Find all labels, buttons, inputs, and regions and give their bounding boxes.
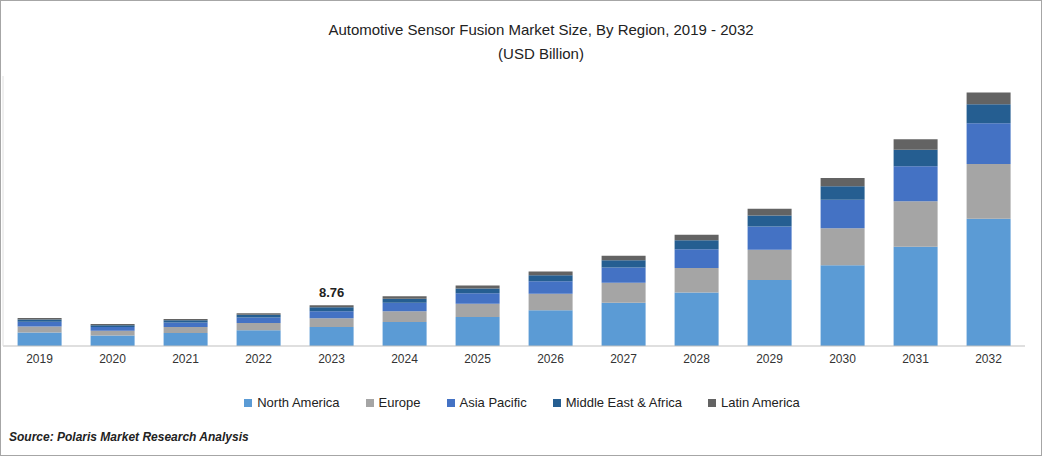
svg-text:2031: 2031 — [902, 352, 929, 366]
svg-text:2019: 2019 — [26, 352, 53, 366]
svg-text:2028: 2028 — [683, 352, 710, 366]
svg-text:2021: 2021 — [172, 352, 199, 366]
html-text:North America: North America — [257, 395, 340, 410]
svg-text:2029: 2029 — [756, 352, 783, 366]
html-text:Asia Pacific: Asia Pacific — [459, 395, 527, 410]
svg-text:2023: 2023 — [318, 352, 345, 366]
svg-text:2027: 2027 — [610, 352, 637, 366]
html-text:Automotive Sensor Fusion Marke: Automotive Sensor Fusion Market Size, By… — [328, 21, 754, 38]
svg-text:8.76: 8.76 — [319, 285, 344, 300]
svg-text:2025: 2025 — [464, 352, 491, 366]
html-text:Latin America: Latin America — [721, 395, 800, 410]
html-text:Source: Polaris Market Researc: Source: Polaris Market Research Analysis — [9, 430, 249, 444]
svg-text:2030: 2030 — [829, 352, 856, 366]
svg-text:2020: 2020 — [99, 352, 126, 366]
svg-text:2022: 2022 — [245, 352, 272, 366]
html-text:Europe: Europe — [378, 395, 421, 410]
html-text:Middle East & Africa: Middle East & Africa — [565, 395, 682, 410]
svg-text:2032: 2032 — [975, 352, 1002, 366]
svg-text:2024: 2024 — [391, 352, 418, 366]
html-text:(USD Billion): (USD Billion) — [498, 45, 584, 62]
svg-text:2026: 2026 — [537, 352, 564, 366]
